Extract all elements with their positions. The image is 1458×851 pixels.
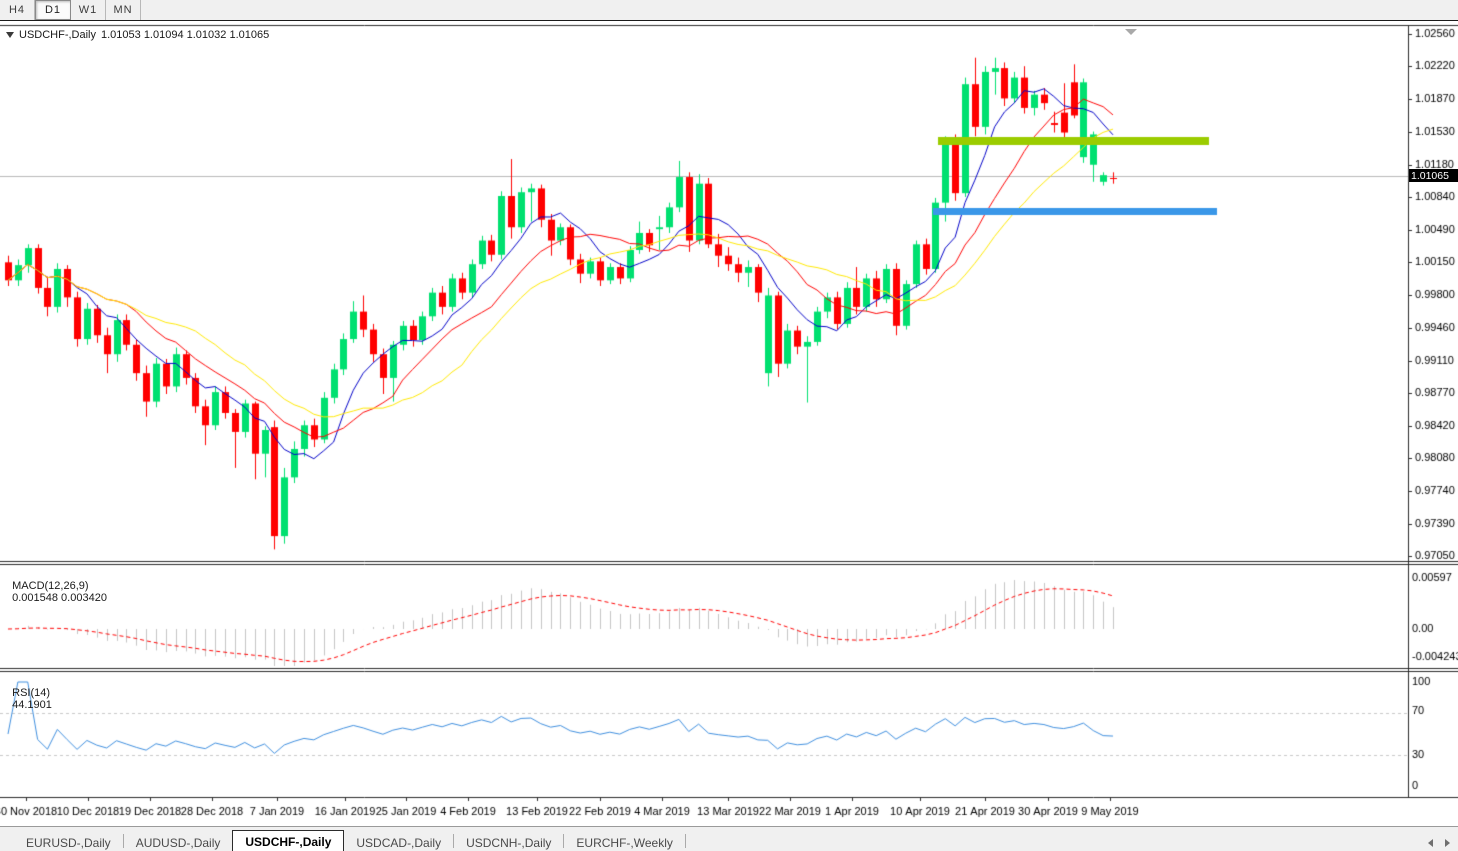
rsi-name: RSI(14) xyxy=(12,687,51,699)
timeframe-button-h4[interactable]: H4 xyxy=(0,0,35,20)
tab-eurchf-weekly[interactable]: EURCHF-,Weekly xyxy=(576,835,673,850)
rsi-indicator-label: RSI(14) 44.1901 xyxy=(6,675,52,711)
tab-scroll-right-icon[interactable] xyxy=(1445,839,1450,847)
tab-usdcad-daily[interactable]: USDCAD-,Daily xyxy=(356,835,442,850)
tab-eurusd-daily[interactable]: EURUSD-,Daily xyxy=(26,835,111,850)
ohlc-values: 1.01053 1.01094 1.01032 1.01065 xyxy=(101,29,270,41)
tab-audusd-daily[interactable]: AUDUSD-,Daily xyxy=(135,835,221,850)
macd-indicator-label: MACD(12,26,9) 0.001548 0.003420 xyxy=(6,568,107,604)
macd-name: MACD(12,26,9) xyxy=(12,580,89,592)
chart-title: USDCHF-,Daily 1.01053 1.01094 1.01032 1.… xyxy=(6,29,269,41)
tab-scroll-left-icon[interactable] xyxy=(1428,839,1433,847)
chart-tab-bar: EURUSD-,Daily AUDUSD-,Daily USDCHF-,Dail… xyxy=(0,826,1458,851)
current-price-badge: 1.01065 xyxy=(1409,169,1458,182)
tab-separator xyxy=(563,834,565,848)
tab-usdcnh-daily[interactable]: USDCNH-,Daily xyxy=(466,835,552,850)
timeframe-button-w1[interactable]: W1 xyxy=(71,0,106,20)
timeframe-toolbar: H4 D1 W1 MN xyxy=(0,0,1458,21)
timeframe-button-d1[interactable]: D1 xyxy=(35,0,71,20)
tab-scroll-controls xyxy=(1428,839,1450,847)
chart-shift-marker-icon[interactable] xyxy=(1125,29,1137,35)
tab-separator xyxy=(453,834,455,848)
rsi-value: 44.1901 xyxy=(12,699,52,711)
symbol-period-label: USDCHF-,Daily xyxy=(19,29,96,41)
timeframe-button-mn[interactable]: MN xyxy=(106,0,141,20)
tab-usdchf-daily[interactable]: USDCHF-,Daily xyxy=(232,830,345,851)
tab-separator xyxy=(684,834,686,848)
tab-separator xyxy=(122,834,124,848)
collapse-indicator-icon[interactable] xyxy=(6,32,14,38)
macd-values: 0.001548 0.003420 xyxy=(12,592,107,604)
